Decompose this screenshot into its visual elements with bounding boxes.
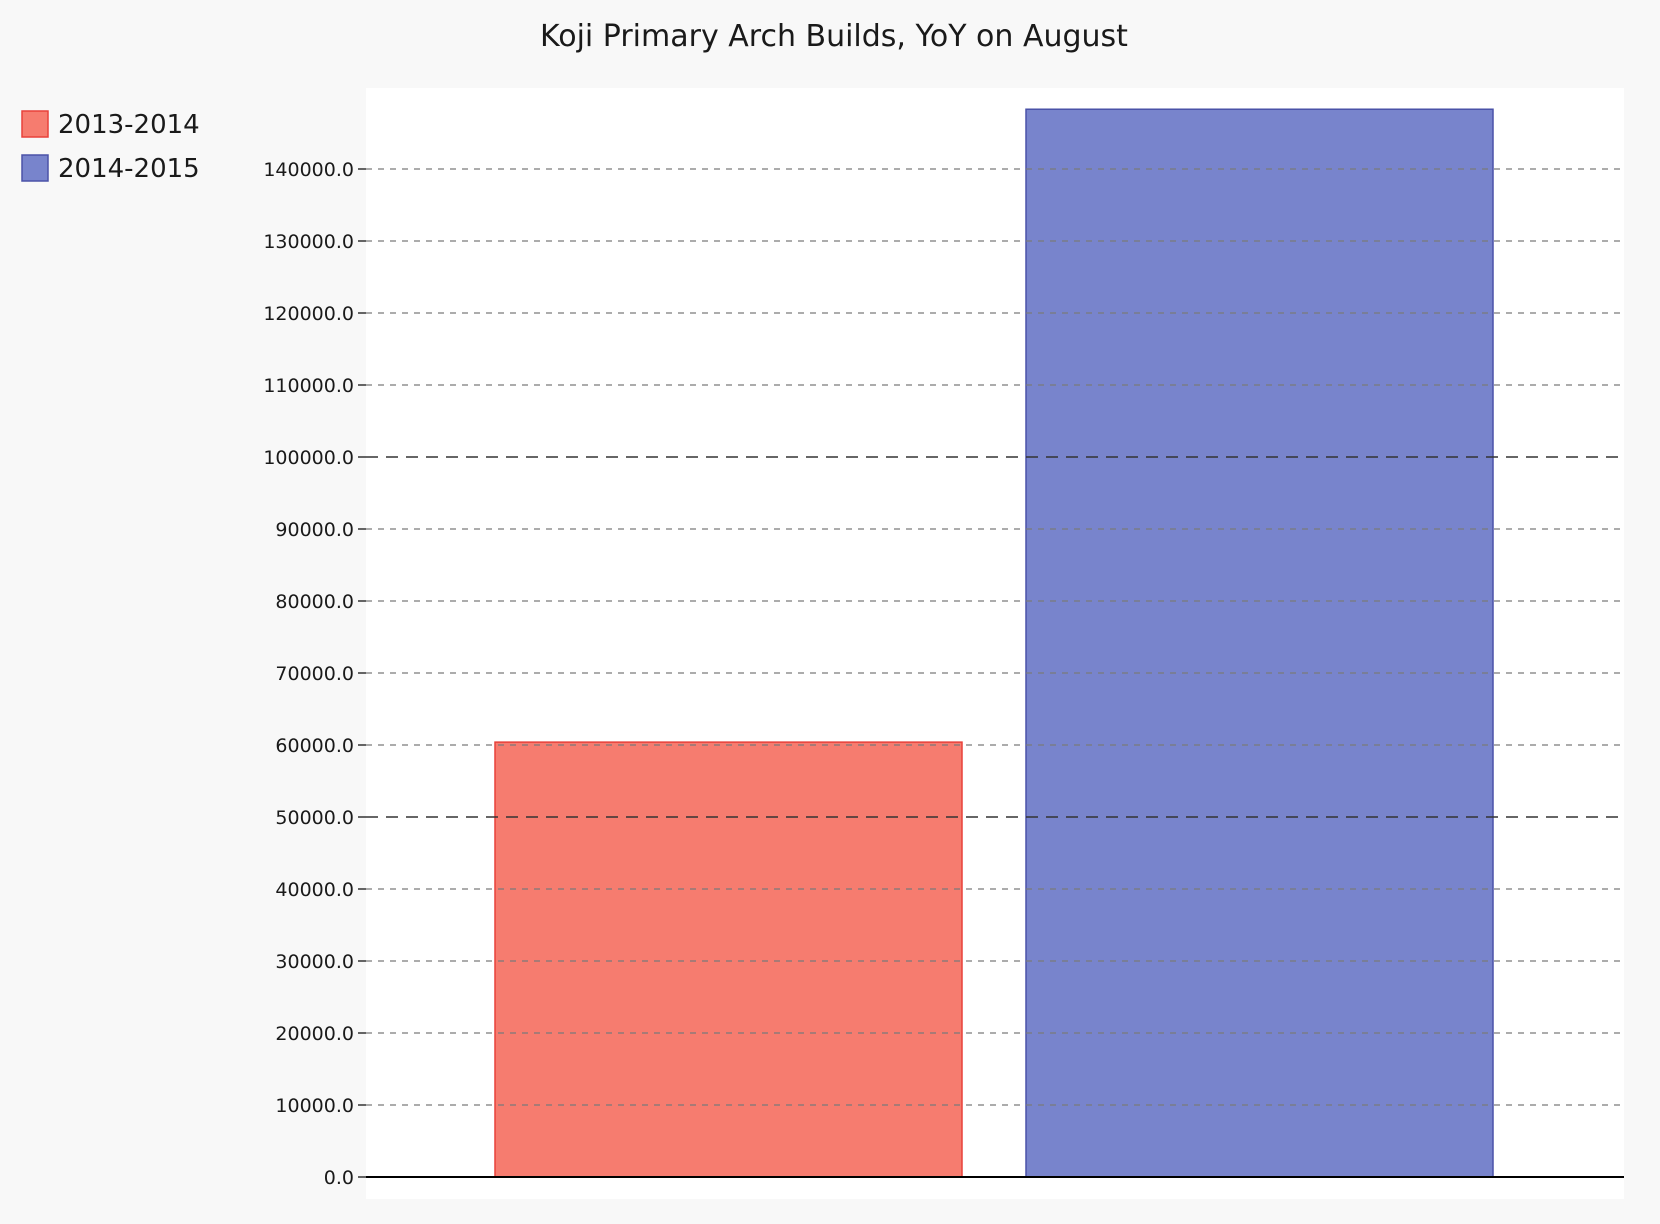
legend-label-2013-2014: 2013-2014 (58, 110, 200, 140)
y-tick-label: 120000.0 (263, 303, 354, 325)
y-tick-label: 10000.0 (275, 1095, 354, 1117)
y-tick-label: 100000.0 (263, 447, 354, 469)
y-tick-label: 20000.0 (275, 1023, 354, 1045)
y-axis-ticks: 0.0 10000.0 20000.0 30000.0 40000.0 50000.0 60… (263, 159, 366, 1189)
y-tick-label: 70000.0 (275, 663, 354, 685)
legend-swatch-2014-2015 (21, 154, 49, 182)
legend-swatch-2013-2014 (21, 110, 49, 138)
y-tick-label: 60000.0 (275, 735, 354, 757)
gridlines (366, 168, 1624, 1106)
y-tick-label: 0.0 (324, 1167, 354, 1189)
y-tick-label: 40000.0 (275, 879, 354, 901)
y-tick-label: 110000.0 (263, 375, 354, 397)
chart-title: Koji Primary Arch Builds, YoY on August (540, 19, 1128, 54)
y-tick-label: 140000.0 (263, 159, 354, 181)
y-tick-label: 30000.0 (275, 951, 354, 973)
bar-2014-2015 (1025, 108, 1494, 1178)
y-tick-label: 80000.0 (275, 591, 354, 613)
y-tick-label: 50000.0 (275, 807, 354, 829)
bars (494, 108, 1494, 1178)
legend-label-2014-2015: 2014-2015 (58, 154, 200, 184)
legend: 2013-2014 2014-2015 (21, 110, 200, 184)
y-tick-label: 130000.0 (263, 231, 354, 253)
y-tick-label: 90000.0 (275, 519, 354, 541)
bar-2013-2014 (494, 741, 963, 1178)
